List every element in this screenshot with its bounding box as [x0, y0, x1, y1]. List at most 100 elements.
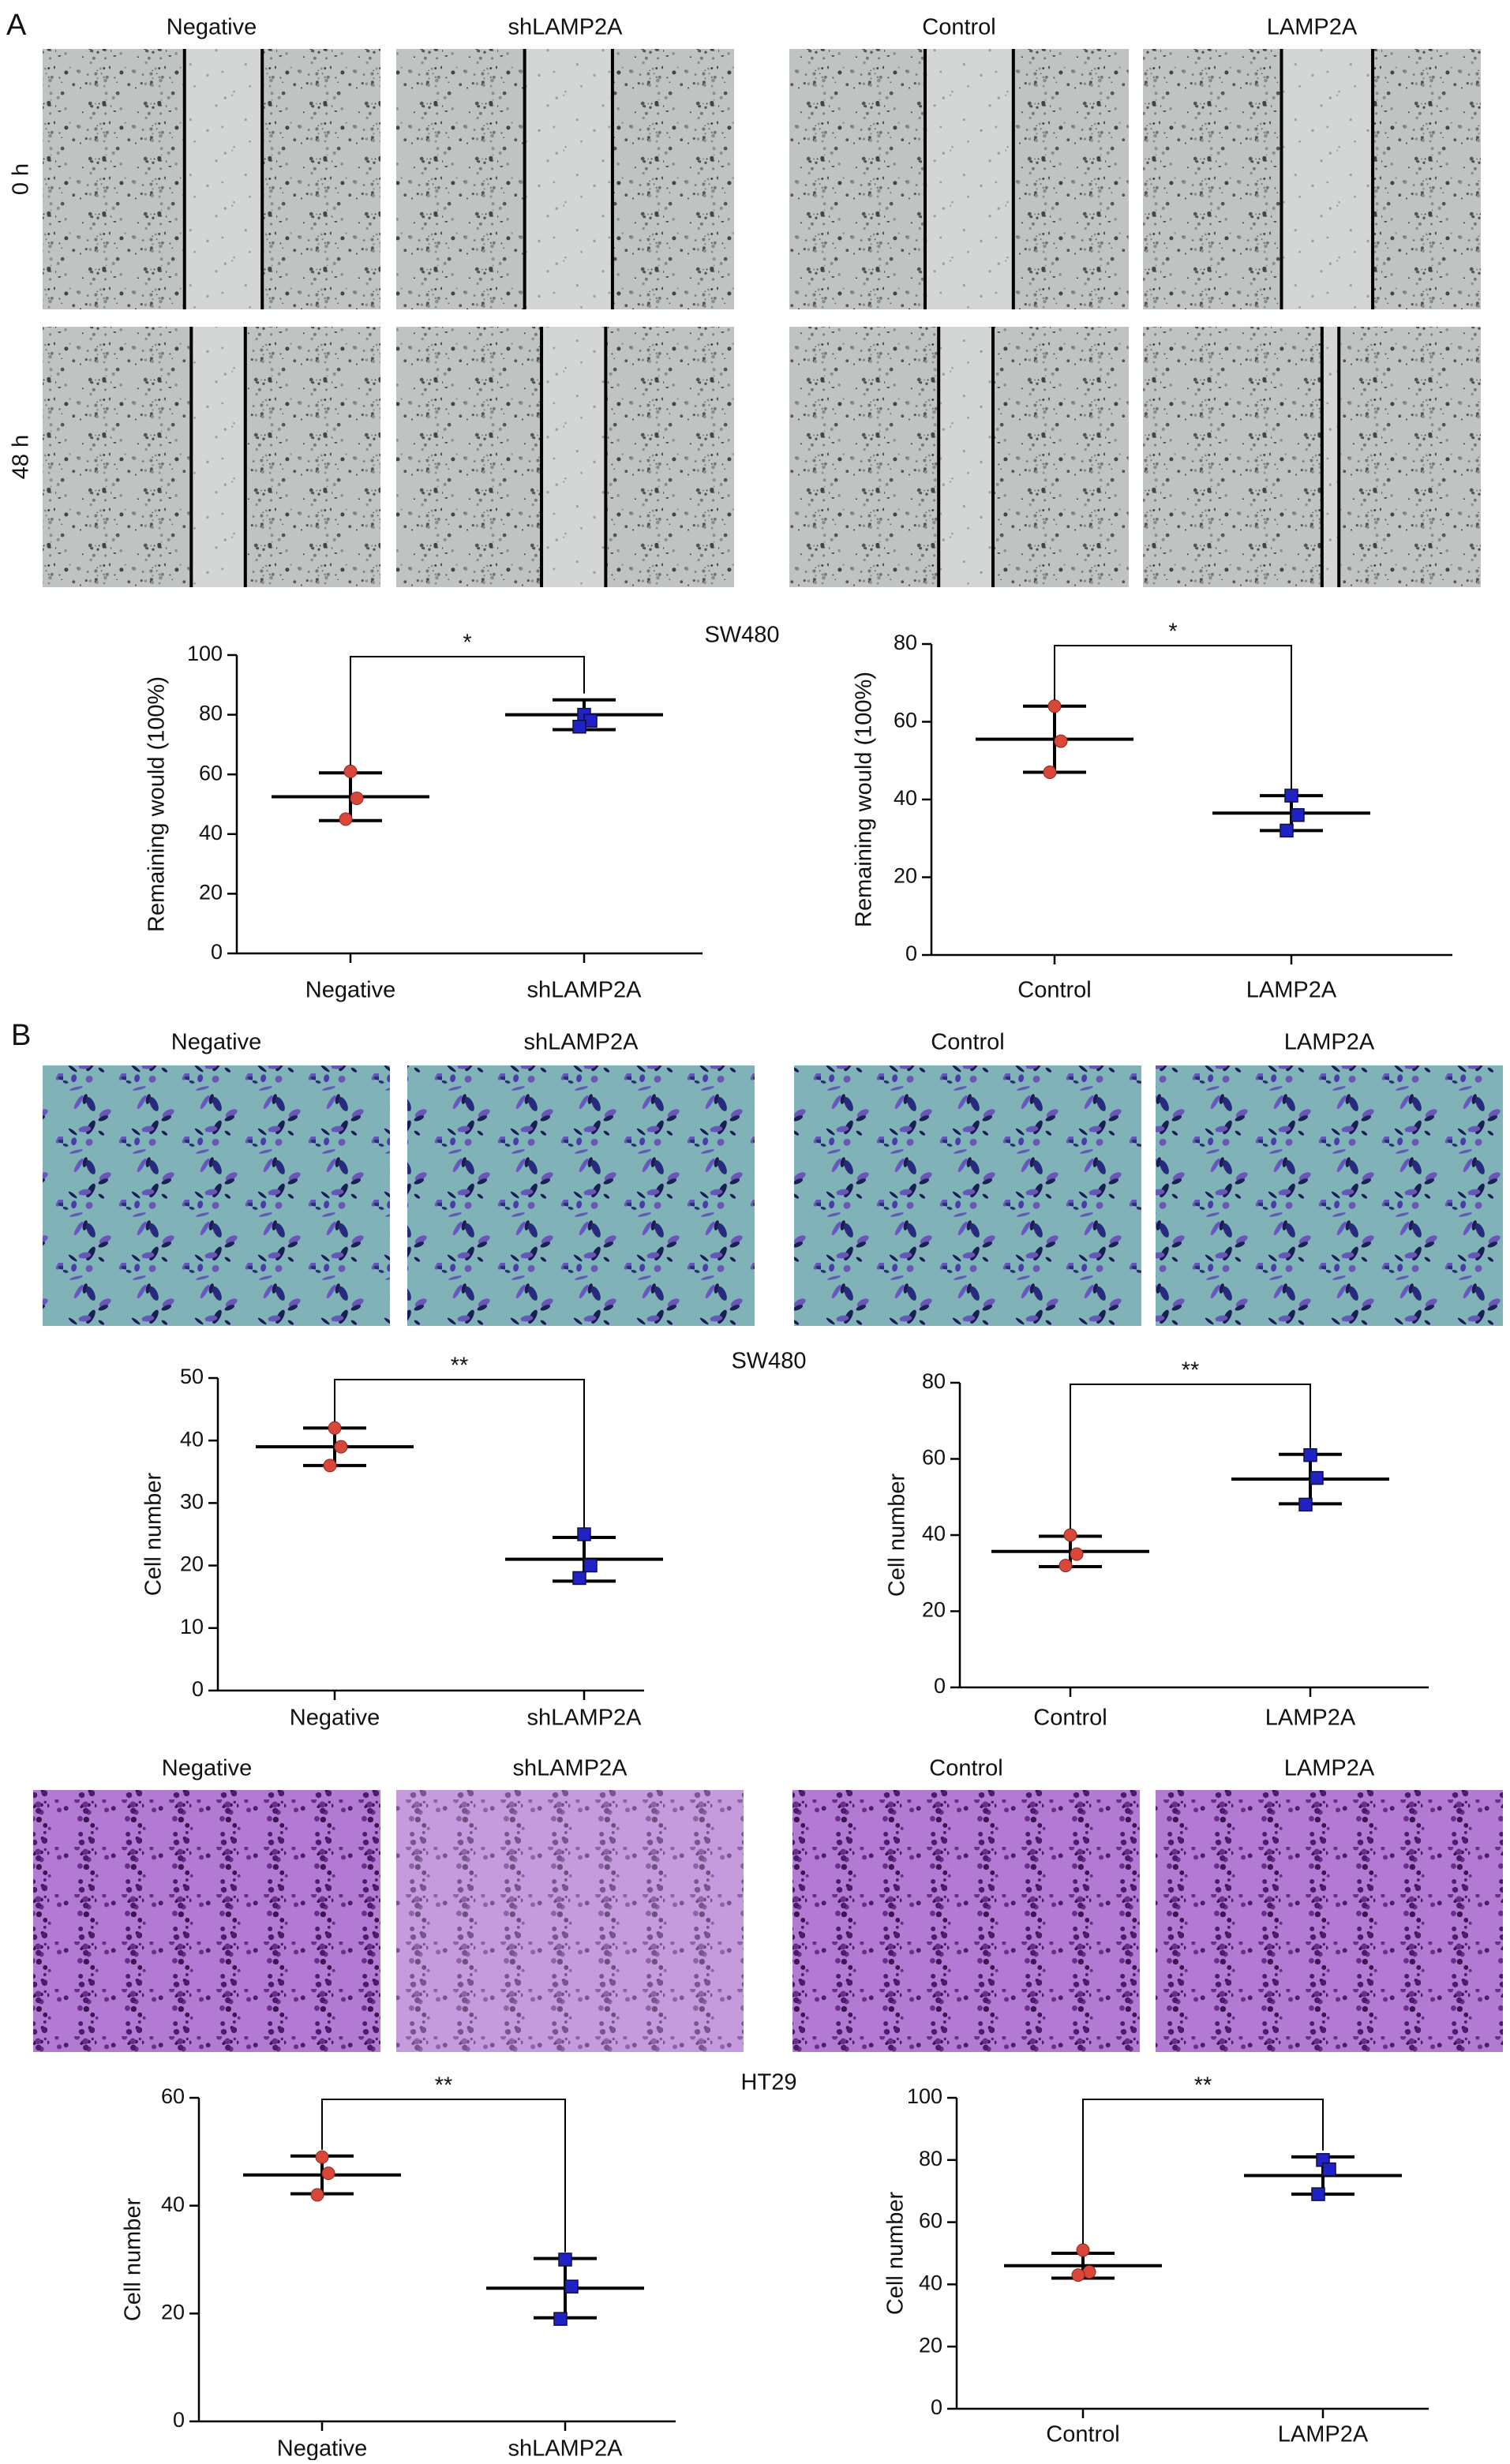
y-tick-label: 20: [919, 2333, 942, 2357]
x-tick-label: Negative: [305, 978, 395, 1003]
significance-label: *: [1168, 620, 1177, 645]
data-point: [1071, 2268, 1085, 2282]
data-point: [343, 764, 358, 778]
y-tick-label: 0: [211, 940, 223, 964]
transwell-image: [43, 1065, 390, 1326]
y-tick-label: 100: [187, 642, 223, 665]
data-point: [339, 812, 353, 826]
cell-line-title: SW480: [731, 1349, 806, 1374]
image-label: LAMP2A: [1284, 1756, 1375, 1781]
image-label: Control: [929, 1756, 1003, 1781]
y-tick-label: 40: [180, 1427, 204, 1451]
x-tick-label: shLAMP2A: [526, 1706, 642, 1731]
y-tick-label: 40: [199, 821, 223, 844]
y-tick-label: 60: [161, 2084, 185, 2108]
y-tick-label: 0: [192, 1677, 204, 1701]
significance-bracket: [1070, 1384, 1311, 1529]
data-point: [1280, 823, 1294, 838]
data-point: [1058, 1559, 1073, 1573]
wound-gap: [1321, 327, 1340, 587]
data-point: [553, 2312, 568, 2326]
data-point: [1322, 2162, 1336, 2177]
x-tick-label: LAMP2A: [1246, 978, 1337, 1003]
y-tick-label: 60: [894, 709, 917, 732]
data-point: [558, 2252, 572, 2267]
x-tick-label: Negative: [290, 1706, 380, 1731]
data-point: [572, 1571, 586, 1586]
data-point: [1298, 1497, 1313, 1512]
significance-label: **: [1182, 1358, 1200, 1384]
y-tick-label: 80: [199, 702, 223, 725]
y-tick-label: 20: [180, 1552, 204, 1576]
y-tick-label: 20: [922, 1598, 946, 1622]
y-tick-label: 80: [922, 1369, 946, 1393]
y-tick-label: 0: [905, 942, 917, 965]
data-point: [334, 1440, 348, 1454]
x-tick-label: LAMP2A: [1278, 2422, 1369, 2447]
wound-gap: [939, 327, 993, 587]
panel-label: B: [11, 1019, 31, 1052]
wound-gap: [541, 327, 606, 587]
y-tick-label: 20: [199, 881, 223, 904]
data-point: [350, 791, 364, 805]
image-label: shLAMP2A: [512, 1756, 628, 1781]
y-tick-label: 30: [180, 1490, 204, 1514]
y-tick-label: 40: [894, 786, 917, 810]
y-axis-label: Cell number: [121, 2197, 146, 2321]
data-point: [583, 1558, 598, 1573]
data-point: [1070, 1547, 1084, 1561]
y-tick-label: 60: [199, 761, 223, 785]
transwell-image: [1156, 1065, 1503, 1326]
y-tick-label: 0: [934, 1674, 946, 1698]
y-tick-label: 20: [161, 2300, 185, 2324]
transwell-image: [1156, 1790, 1503, 2052]
image-label: LAMP2A: [1267, 15, 1358, 40]
data-point: [1310, 1470, 1324, 1485]
data-point: [1054, 734, 1068, 748]
significance-bracket: [321, 2099, 566, 2252]
data-point: [315, 2150, 329, 2164]
image-label: shLAMP2A: [508, 15, 623, 40]
y-axis-label: Cell number: [883, 2191, 909, 2315]
data-point: [1082, 2265, 1096, 2279]
data-point: [321, 2166, 335, 2181]
image-label: LAMP2A: [1284, 1030, 1375, 1055]
wound-gap: [524, 49, 613, 309]
data-point: [1043, 766, 1057, 780]
wound-gap: [1281, 49, 1373, 309]
wound-image: [1143, 327, 1481, 587]
data-point: [564, 2279, 579, 2294]
data-point: [1291, 807, 1305, 822]
image-label: Negative: [167, 15, 257, 40]
y-tick-label: 10: [180, 1615, 204, 1638]
y-tick-label: 80: [919, 2147, 942, 2170]
x-tick-label: LAMP2A: [1265, 1706, 1356, 1731]
row-label: 0 h: [9, 163, 34, 195]
x-tick-label: Control: [1017, 978, 1092, 1003]
y-tick-label: 60: [922, 1446, 946, 1470]
x-tick-label: shLAMP2A: [526, 978, 642, 1003]
significance-bracket: [1082, 2099, 1324, 2245]
image-label: Negative: [171, 1030, 261, 1055]
y-tick-label: 40: [922, 1522, 946, 1545]
significance-bracket: [350, 656, 585, 766]
transwell-image: [396, 1790, 744, 2052]
x-tick-label: Control: [1046, 2422, 1120, 2447]
data-point: [1047, 699, 1062, 713]
cell-line-title: HT29: [741, 2070, 797, 2095]
data-point: [1063, 1528, 1077, 1542]
data-point: [310, 2188, 324, 2202]
x-tick-label: Negative: [277, 2436, 367, 2460]
y-axis-label: Cell number: [141, 1472, 167, 1596]
significance-label: **: [451, 1354, 469, 1379]
image-label: Control: [931, 1030, 1005, 1055]
y-tick-label: 40: [919, 2271, 942, 2295]
panel-label: A: [6, 9, 27, 42]
cell-line-title: SW480: [704, 623, 779, 648]
significance-label: **: [435, 2073, 453, 2099]
y-tick-label: 100: [907, 2084, 942, 2108]
transwell-image: [407, 1065, 755, 1326]
y-tick-label: 0: [173, 2408, 185, 2432]
